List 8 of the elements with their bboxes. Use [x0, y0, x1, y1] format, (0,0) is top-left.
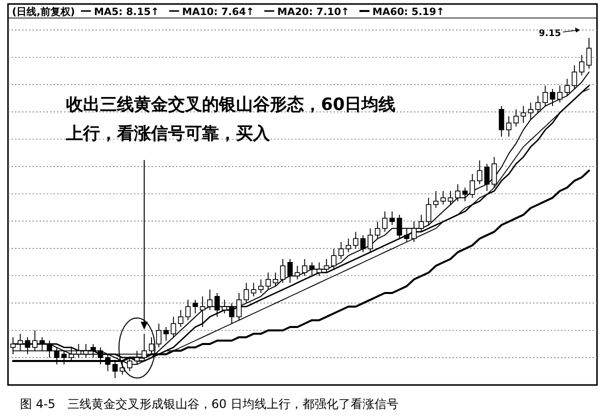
- caption: 图 4-5 三线黄金交叉形成银山谷，60 日均线上行，都强化了看涨信号: [20, 397, 398, 411]
- legend-label: MA20: 7.10↑: [277, 7, 350, 18]
- legend-label: MA5: 8.15↑: [94, 7, 160, 18]
- chart-title: (日线,前复权): [12, 6, 75, 18]
- legend-label: MA10: 7.64↑: [182, 7, 254, 18]
- annotation: 9.15: [538, 29, 561, 39]
- legend-label: MA60: 5.19↑: [372, 7, 445, 18]
- annotation: 收出三线黄金交叉的银山谷形态，60日均线上行，看涨信号可靠，买入: [65, 95, 396, 144]
